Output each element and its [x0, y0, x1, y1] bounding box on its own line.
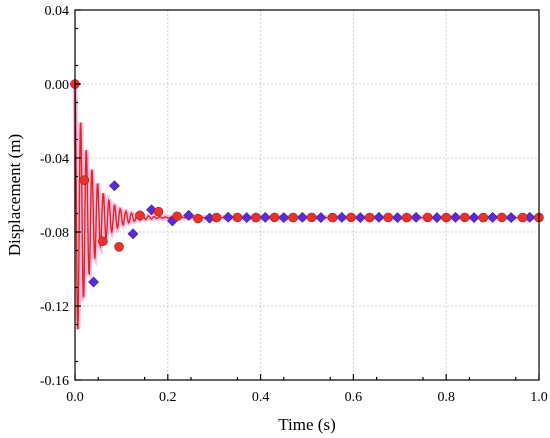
- circle-point: [135, 210, 145, 221]
- circle-point: [401, 212, 412, 223]
- diamond-point: [431, 212, 443, 223]
- circle-point: [497, 212, 507, 223]
- circle-point: [346, 212, 356, 223]
- diamond-point: [296, 211, 308, 223]
- diamond-point: [373, 211, 385, 223]
- y-tick-label: 0.00: [45, 78, 70, 93]
- y-tick-labels: 0.04 0.00 -0.04 -0.08 -0.12 -0.16: [40, 4, 69, 389]
- x-tick-label: 0.4: [252, 390, 270, 405]
- x-tick-label: 0.2: [159, 390, 177, 405]
- x-tick-label: 0.0: [66, 390, 84, 405]
- circle-point: [251, 212, 261, 223]
- x-tick-labels: 0.0 0.2 0.4 0.6 0.8 1.0: [66, 390, 548, 405]
- diamond-point: [392, 212, 403, 223]
- diamond-point: [487, 211, 499, 223]
- y-tick-label: -0.16: [40, 374, 69, 389]
- diamond-point: [259, 211, 271, 223]
- y-tick-label: -0.12: [40, 300, 69, 315]
- circle-point: [478, 212, 489, 223]
- diamond-point: [278, 212, 290, 223]
- response-band: [72, 83, 539, 330]
- diamond-point: [336, 211, 348, 223]
- x-tick-label: 1.0: [530, 390, 548, 405]
- diamond-point: [468, 212, 480, 223]
- x-tick-label: 0.8: [437, 390, 455, 405]
- circle-point: [364, 212, 375, 223]
- series-markers: [69, 78, 544, 288]
- plot-frame: [74, 9, 540, 381]
- y-tick-label: -0.08: [40, 226, 69, 241]
- diamond-point: [241, 212, 253, 223]
- circle-point: [288, 212, 298, 223]
- circle-point: [211, 212, 222, 223]
- circle-point: [383, 212, 394, 223]
- circle-point: [306, 212, 317, 223]
- diamond-point: [88, 276, 99, 288]
- circle-point: [193, 213, 203, 224]
- circle-point: [517, 212, 528, 223]
- circle-point: [232, 212, 243, 223]
- circle-point: [422, 212, 433, 223]
- response-line-path: [74, 83, 539, 330]
- diamond-point: [315, 212, 327, 223]
- y-tick-label: -0.04: [40, 152, 69, 167]
- circle-point: [114, 242, 124, 252]
- circle-point: [172, 211, 182, 222]
- x-tick-label: 0.6: [345, 390, 363, 405]
- circle-point: [79, 175, 90, 185]
- circle-point: [153, 206, 164, 217]
- circle-point: [459, 212, 470, 223]
- x-axis-title: Time (s): [278, 415, 335, 434]
- y-axis-title: Displacement (m): [5, 134, 24, 256]
- response-line: [74, 83, 539, 330]
- diamond-point: [222, 211, 234, 223]
- circle-point: [441, 212, 452, 223]
- diamond-point: [410, 211, 422, 223]
- response-band-path: [72, 83, 539, 330]
- diamond-point: [354, 212, 366, 223]
- diamond-point: [109, 180, 120, 192]
- diamond-point: [505, 212, 517, 223]
- diamond-point: [450, 211, 461, 223]
- diamond-point: [127, 228, 139, 240]
- circle-point: [327, 212, 338, 223]
- circle-point: [98, 236, 108, 247]
- y-tick-label: 0.04: [45, 4, 70, 19]
- grid-lines: [75, 10, 539, 380]
- diamond-point: [183, 209, 195, 221]
- axis-ticks: [74, 9, 540, 381]
- circle-point: [269, 212, 280, 223]
